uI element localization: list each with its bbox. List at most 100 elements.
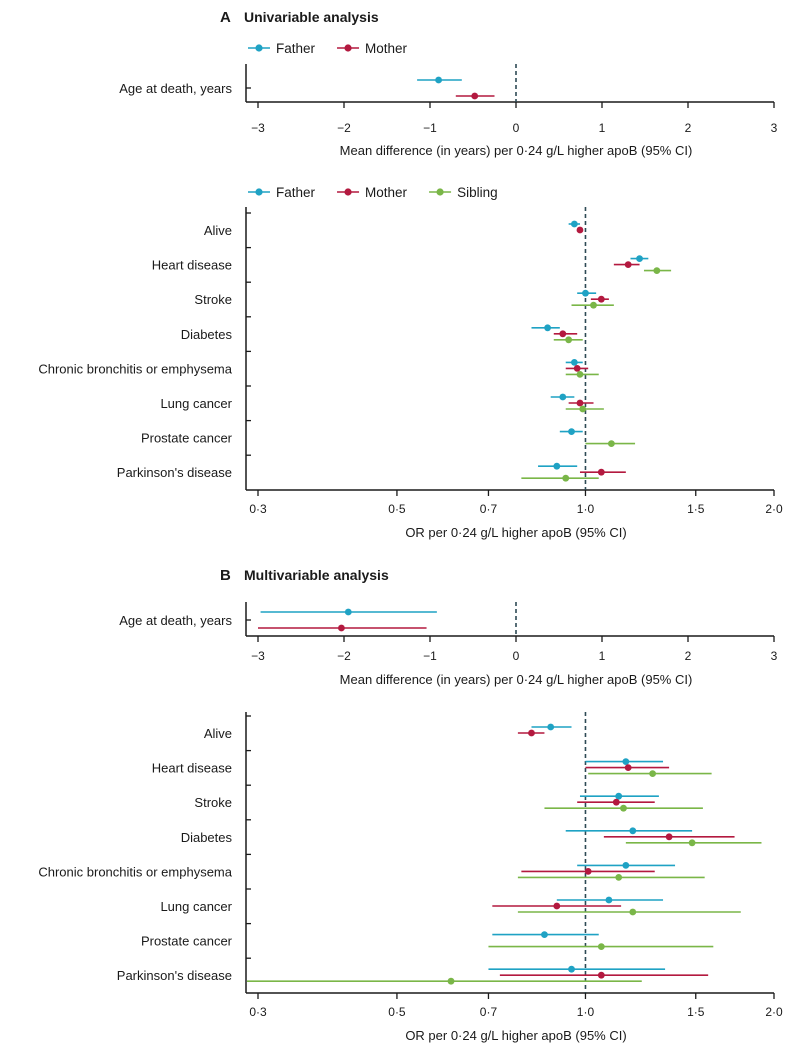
p1-or-row-label: Prostate cancer <box>141 934 233 949</box>
p1-or-sibling-point <box>620 804 627 812</box>
p1-md-x-tick-label: 2 <box>685 649 692 663</box>
legend-marker-father <box>255 44 263 52</box>
p1-or-x-tick-label: 0·3 <box>249 1005 267 1019</box>
legend-label-mother: Mother <box>365 185 408 200</box>
p1-or-sibling-point <box>688 839 696 847</box>
p0-or-x-axis-title: OR per 0·24 g/L higher apoB (95% CI) <box>405 525 626 540</box>
legend-label-mother: Mother <box>365 41 408 56</box>
p1-or-row-label: Alive <box>204 726 232 741</box>
p0-or-sibling-point <box>653 267 661 274</box>
p0-or-mother-point <box>624 261 632 268</box>
p1-or-mother-point <box>597 971 605 979</box>
p1-or-row-label: Lung cancer <box>160 899 232 914</box>
p1-or-mother-point <box>528 729 535 737</box>
p0-or-row-label: Lung cancer <box>160 396 232 411</box>
legend-label-father: Father <box>276 41 316 56</box>
p1-or-father-point <box>568 965 575 973</box>
legend-label-sibling: Sibling <box>457 185 498 200</box>
p0-or-mother-point <box>576 226 584 234</box>
p0-or-x-tick-label: 1·5 <box>687 502 705 516</box>
p1-md-father-point <box>344 608 352 616</box>
p0-or-father-point <box>636 255 643 262</box>
p0-or-mother-point <box>597 295 605 303</box>
p1-or-mother-point <box>584 868 592 875</box>
p0-or-mother-point <box>559 330 567 338</box>
p1-md-x-tick-label: 3 <box>771 649 778 663</box>
p1-or-row-label: Diabetes <box>181 830 233 845</box>
p0-or-sibling-point <box>579 405 587 413</box>
p0-md-row-label: Age at death, years <box>119 81 232 96</box>
p0-or-row-label: Diabetes <box>181 327 233 342</box>
p0-or-sibling-point <box>590 301 597 309</box>
p0-or-row-label: Heart disease <box>152 258 232 273</box>
p1-or-x-tick-label: 1·5 <box>687 1005 705 1019</box>
p0-or-x-tick-label: 0·7 <box>480 502 498 516</box>
p0-or-sibling-point <box>562 474 570 482</box>
p1-or-mother-point <box>624 764 632 771</box>
p1-or-sibling-point <box>649 770 657 777</box>
p1-or-sibling-point <box>629 908 637 916</box>
p0-or-mother-point <box>573 365 581 372</box>
p1-or-mother-point <box>553 902 561 910</box>
p0-or-mother-point <box>597 468 605 476</box>
legend-marker-father <box>255 188 263 196</box>
p1-md-mother-point <box>338 624 345 632</box>
panel-b-title: Multivariable analysis <box>244 567 389 583</box>
p0-or-row-label: Prostate cancer <box>141 431 233 446</box>
legend-marker-mother <box>344 44 352 52</box>
p0-or-father-point <box>570 359 578 366</box>
p1-or-x-tick-label: 0·7 <box>480 1005 498 1019</box>
p0-or-x-tick-label: 2·0 <box>765 502 783 516</box>
panel-b-letter: B <box>220 567 231 584</box>
panel-a-title: Univariable analysis <box>244 9 379 25</box>
p1-or-sibling-point <box>615 874 623 881</box>
p0-or-sibling-point <box>565 336 573 344</box>
p0-or-x-tick-label: 1·0 <box>577 502 595 516</box>
p0-md-x-tick-label: −1 <box>423 121 437 135</box>
panel-a-letter: A <box>220 9 231 26</box>
p0-or-father-point <box>582 289 589 297</box>
legend-marker-mother <box>344 188 352 196</box>
legend-marker-sibling <box>436 188 444 196</box>
p1-md-row-label: Age at death, years <box>119 613 232 628</box>
p1-md-x-tick-label: −2 <box>337 649 351 663</box>
p0-or-sibling-point <box>607 440 615 447</box>
p1-or-x-tick-label: 1·0 <box>577 1005 595 1019</box>
p1-or-father-point <box>605 896 613 904</box>
p1-md-x-axis-title: Mean difference (in years) per 0·24 g/L … <box>340 672 693 687</box>
p0-or-row-label: Parkinson's disease <box>117 465 232 480</box>
p0-or-row-label: Alive <box>204 223 232 238</box>
p1-or-father-point <box>541 931 548 938</box>
p0-or-row-label: Chronic bronchitis or emphysema <box>38 361 232 376</box>
p0-md-father-point <box>435 76 442 84</box>
p0-md-x-axis-title: Mean difference (in years) per 0·24 g/L … <box>340 143 693 158</box>
p1-or-x-tick-label: 0·5 <box>388 1005 406 1019</box>
p1-md-x-tick-label: −3 <box>251 649 265 663</box>
p1-or-father-point <box>615 792 623 800</box>
p1-or-father-point <box>629 827 637 835</box>
p0-or-father-point <box>568 428 575 435</box>
p0-or-x-tick-label: 0·5 <box>388 502 406 516</box>
p0-md-x-tick-label: 3 <box>771 121 778 135</box>
p0-md-mother-point <box>471 92 479 100</box>
p0-or-father-point <box>570 220 578 228</box>
p0-or-mother-point <box>576 399 584 407</box>
p0-md-x-tick-label: −2 <box>337 121 351 135</box>
p1-or-father-point <box>622 758 630 765</box>
legend-label-father: Father <box>276 185 316 200</box>
p1-or-row-label: Parkinson's disease <box>117 968 232 983</box>
p0-or-father-point <box>559 393 567 401</box>
p1-or-sibling-point <box>447 977 455 985</box>
p0-or-sibling-point <box>576 371 584 378</box>
p0-or-father-point <box>553 462 561 470</box>
p0-or-x-tick-label: 0·3 <box>249 502 267 516</box>
p1-or-mother-point <box>665 833 673 841</box>
p1-or-x-tick-label: 2·0 <box>765 1005 783 1019</box>
p0-or-row-label: Stroke <box>194 292 232 307</box>
p1-md-x-tick-label: 0 <box>513 649 520 663</box>
p0-md-x-tick-label: 0 <box>513 121 520 135</box>
p1-or-father-point <box>622 862 630 869</box>
p0-md-x-tick-label: 2 <box>685 121 692 135</box>
p1-or-mother-point <box>612 798 620 806</box>
